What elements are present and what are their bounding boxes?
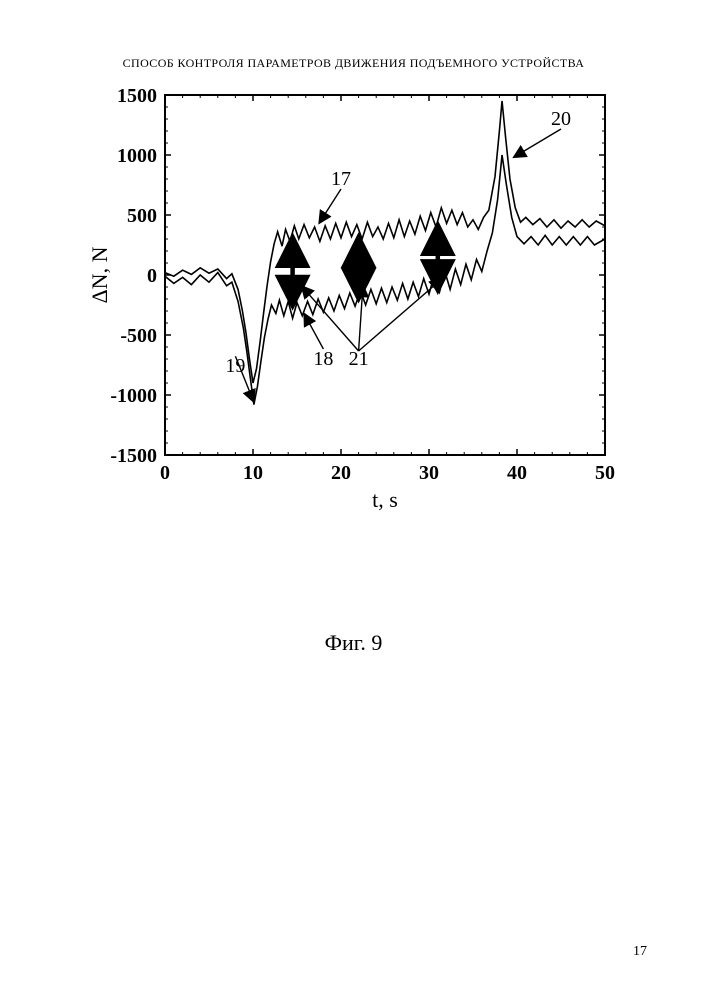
page-title: СПОСОБ КОНТРОЛЯ ПАРАМЕТРОВ ДВИЖЕНИЯ ПОДЪ…: [0, 56, 707, 71]
svg-text:10: 10: [243, 462, 263, 484]
svg-text:20: 20: [551, 108, 571, 130]
svg-text:21: 21: [349, 348, 369, 370]
page-number: 17: [633, 944, 647, 960]
svg-text:500: 500: [127, 205, 157, 227]
svg-text:1500: 1500: [117, 85, 157, 107]
svg-text:-500: -500: [120, 325, 157, 347]
svg-text:0: 0: [147, 265, 157, 287]
svg-text:19: 19: [225, 355, 245, 377]
svg-text:18: 18: [313, 348, 333, 370]
svg-text:t, s: t, s: [372, 487, 398, 512]
svg-text:17: 17: [331, 168, 351, 190]
svg-text:-1000: -1000: [110, 385, 157, 407]
svg-text:1000: 1000: [117, 145, 157, 167]
figure-label: Фиг. 9: [0, 630, 707, 656]
svg-text:20: 20: [331, 462, 351, 484]
svg-text:ΔN, N: ΔN, N: [87, 246, 112, 303]
svg-text:0: 0: [160, 462, 170, 484]
svg-text:50: 50: [595, 462, 615, 484]
chart-fig9: 0 10 20 30 40 50 -1500 -1000 -500 0 500 1000 1500 t, …: [80, 80, 640, 520]
chart-svg: 0 10 20 30 40 50 -1500 -1000 -500 0 500 1000 1500 t, …: [80, 80, 640, 520]
svg-text:30: 30: [419, 462, 439, 484]
svg-text:-1500: -1500: [110, 445, 157, 467]
svg-text:40: 40: [507, 462, 527, 484]
